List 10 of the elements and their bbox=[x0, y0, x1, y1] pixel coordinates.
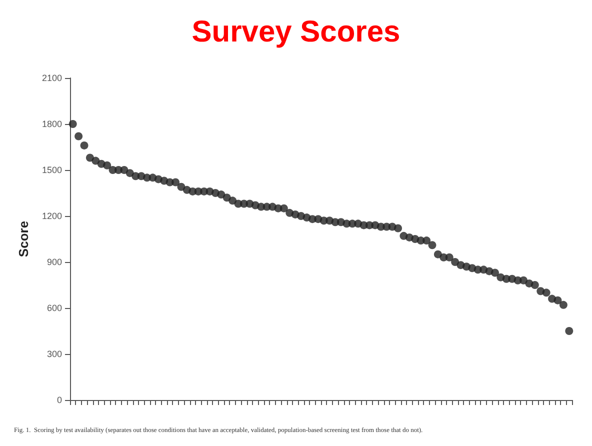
y-tick-label: 300 bbox=[46, 349, 62, 359]
y-tick-label: 0 bbox=[56, 395, 62, 405]
y-tick-label: 600 bbox=[46, 303, 62, 313]
y-axis-title: Score bbox=[16, 220, 31, 258]
chart-title: Survey Scores bbox=[192, 16, 400, 48]
y-tick-label: 1200 bbox=[42, 211, 62, 221]
y-tick-label: 1800 bbox=[42, 119, 62, 129]
y-tick-label: 900 bbox=[46, 257, 62, 267]
y-tick-label: 1500 bbox=[42, 165, 62, 175]
y-tick-label: 2100 bbox=[42, 73, 62, 83]
